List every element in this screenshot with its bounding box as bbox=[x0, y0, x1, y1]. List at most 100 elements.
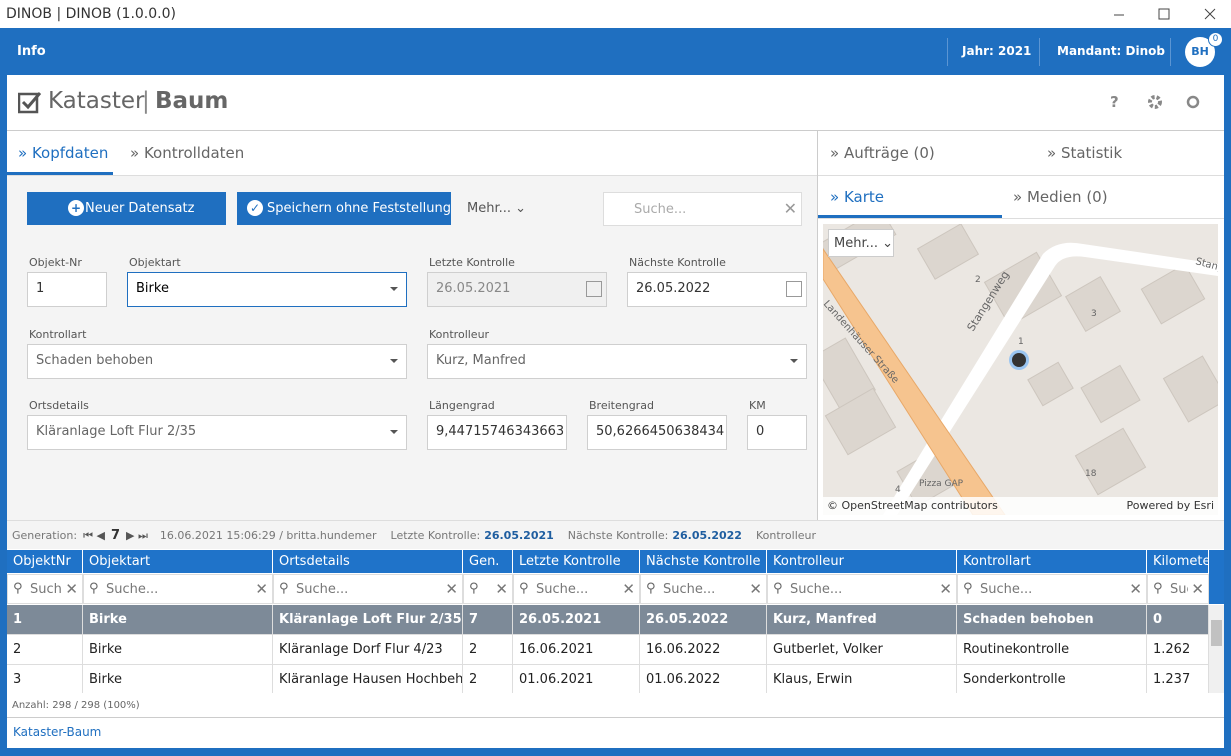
table-cell[interactable]: Klaus, Erwin bbox=[767, 665, 957, 695]
table-cell[interactable]: Kurz, Manfred bbox=[767, 605, 957, 635]
column-header[interactable]: Nächste Kontrolle bbox=[640, 550, 767, 573]
column-header[interactable]: Letzte Kontrolle bbox=[513, 550, 640, 573]
column-header[interactable]: Kilometer bbox=[1147, 550, 1209, 573]
table-cell[interactable]: 2 bbox=[7, 635, 83, 665]
field-input[interactable]: Birke bbox=[127, 272, 407, 307]
right-tab[interactable]: » Aufträge (0) bbox=[830, 144, 935, 162]
table-header-right bbox=[1209, 550, 1224, 604]
menu-info[interactable]: Info bbox=[17, 44, 46, 59]
gen-value: 26.05.2021 bbox=[484, 529, 554, 542]
table-cell[interactable]: Gutberlet, Volker bbox=[767, 635, 957, 665]
right-tab[interactable]: » Statistik bbox=[1047, 144, 1123, 162]
field-input[interactable]: 26.05.2022 bbox=[627, 272, 807, 307]
table-cell[interactable]: 01.06.2021 bbox=[513, 665, 640, 695]
footer-tab[interactable]: Kataster-Baum bbox=[13, 725, 102, 739]
column-filter[interactable]: ⚲Suche...✕ bbox=[83, 574, 273, 604]
column-filter[interactable]: ⚲Suche...✕ bbox=[640, 574, 767, 604]
table-cell[interactable]: 1.237 bbox=[1147, 665, 1209, 695]
panel-divider bbox=[817, 130, 818, 520]
field-input[interactable]: 1 bbox=[27, 272, 107, 307]
field-label: KM bbox=[749, 399, 766, 412]
table-cell[interactable]: Schaden behoben bbox=[957, 605, 1147, 635]
header-icon bbox=[17, 90, 42, 114]
search-box[interactable]: Suche... ✕ bbox=[603, 192, 802, 226]
column-filter[interactable]: ⚲Suche...✕ bbox=[767, 574, 957, 604]
table-cell[interactable]: Kläranlage Dorf Flur 4/23 bbox=[273, 635, 463, 665]
header-icons bbox=[1145, 93, 1205, 113]
window-buttons[interactable] bbox=[1110, 6, 1220, 22]
field-input[interactable]: 0 bbox=[747, 415, 807, 450]
table-cell[interactable]: Routinekontrolle bbox=[957, 635, 1147, 665]
column-filter[interactable]: ⚲Suche...✕ bbox=[1147, 574, 1209, 604]
right-tab[interactable]: » Karte bbox=[830, 188, 884, 206]
field-label: Nächste Kontrolle bbox=[629, 256, 726, 269]
filter-clear: ✕ bbox=[622, 580, 635, 598]
mandant: Mandant: Dinob bbox=[1057, 44, 1165, 58]
column-header[interactable]: Kontrolleur bbox=[767, 550, 957, 573]
column-header[interactable]: Gen. bbox=[463, 550, 513, 573]
title-light: Kataster bbox=[48, 88, 145, 114]
right-tab[interactable]: » Medien (0) bbox=[1013, 188, 1108, 206]
field-label: Längengrad bbox=[429, 399, 495, 412]
map-attribution-bar bbox=[823, 497, 1218, 515]
table-cell[interactable]: Birke bbox=[83, 635, 273, 665]
column-filter[interactable]: ⚲ ✕ bbox=[463, 574, 513, 604]
calendar-icon bbox=[586, 281, 602, 297]
gen-value: 26.05.2022 bbox=[672, 529, 742, 542]
button-icon: ✓ bbox=[247, 200, 263, 216]
table-cell[interactable]: 1.262 bbox=[1147, 635, 1209, 665]
filter-placeholder: Suche... bbox=[1170, 582, 1188, 597]
column-filter[interactable]: ⚲Suche...✕ bbox=[957, 574, 1147, 604]
table-cell[interactable]: 16.06.2022 bbox=[640, 635, 767, 665]
table-cell[interactable]: 26.05.2021 bbox=[513, 605, 640, 635]
field-input[interactable]: Kurz, Manfred bbox=[427, 344, 807, 379]
table-cell[interactable]: Sonderkontrolle bbox=[957, 665, 1147, 695]
table-cell[interactable]: 7 bbox=[463, 605, 513, 635]
new-button[interactable]: Neuer Datensatz + bbox=[27, 192, 226, 225]
table-cell[interactable]: 16.06.2021 bbox=[513, 635, 640, 665]
header-buttons[interactable] bbox=[1145, 93, 1205, 113]
separator bbox=[1170, 38, 1171, 66]
table-cell[interactable]: 0 bbox=[1147, 605, 1209, 635]
table-cell[interactable]: 1 bbox=[7, 605, 83, 635]
left-tab[interactable]: » Kopfdaten bbox=[18, 144, 109, 162]
save-button[interactable]: Speichern ohne Feststellung ✓ bbox=[237, 192, 451, 225]
column-filter[interactable]: ⚲Suche...✕ bbox=[7, 574, 83, 604]
column-filter[interactable]: ⚲Suche...✕ bbox=[513, 574, 640, 604]
table-cell[interactable]: 01.06.2022 bbox=[640, 665, 767, 695]
table-cell[interactable]: Birke bbox=[83, 665, 273, 695]
filter-clear: ✕ bbox=[939, 580, 952, 598]
table-cell[interactable]: Birke bbox=[83, 605, 273, 635]
filter-icon: ⚲ bbox=[13, 581, 23, 596]
column-header[interactable]: ObjektNr bbox=[7, 550, 83, 573]
table-clip bbox=[7, 693, 1224, 748]
field-input[interactable]: 9,44715746343663 bbox=[427, 415, 567, 450]
field-input[interactable]: 26.05.2021 bbox=[427, 272, 607, 307]
table-cell[interactable]: 2 bbox=[463, 665, 513, 695]
table-cell[interactable]: 26.05.2022 bbox=[640, 605, 767, 635]
table-cell[interactable]: 3 bbox=[7, 665, 83, 695]
table-cell[interactable]: Kläranlage Loft Flur 2/35 bbox=[273, 605, 463, 635]
table-cell[interactable]: 2 bbox=[463, 635, 513, 665]
more-button[interactable]: Mehr... ⌄ bbox=[467, 201, 527, 216]
column-header[interactable]: Ortsdetails bbox=[273, 550, 463, 573]
filter-icon: ⚲ bbox=[773, 581, 783, 596]
column-filter[interactable]: ⚲Suche...✕ bbox=[273, 574, 463, 604]
left-tab[interactable]: » Kontrolldaten bbox=[130, 144, 245, 162]
help-button[interactable]: ? bbox=[1110, 93, 1119, 111]
column-header[interactable]: Kontrollart bbox=[957, 550, 1147, 573]
field-input[interactable]: 50,6266450638434 bbox=[587, 415, 727, 450]
map-more[interactable]: Mehr... ⌄ bbox=[828, 229, 894, 257]
filter-placeholder: Suche... bbox=[30, 582, 62, 597]
table-cell[interactable]: Kläranlage Hausen Hochbehälter bbox=[273, 665, 463, 695]
gen-stamp: 16.06.2021 15:06:29 / britta.hundemer bbox=[159, 529, 377, 542]
column-header[interactable]: Objektart bbox=[83, 550, 273, 573]
calendar-icon bbox=[786, 281, 802, 297]
map-powered: Powered by Esri bbox=[1126, 499, 1214, 512]
field-input[interactable]: Schaden behoben bbox=[27, 344, 407, 379]
field-input[interactable]: Kläranlage Loft Flur 2/35 bbox=[27, 415, 407, 450]
footer-rule bbox=[7, 717, 1224, 718]
search-clear: ✕ bbox=[783, 199, 797, 218]
